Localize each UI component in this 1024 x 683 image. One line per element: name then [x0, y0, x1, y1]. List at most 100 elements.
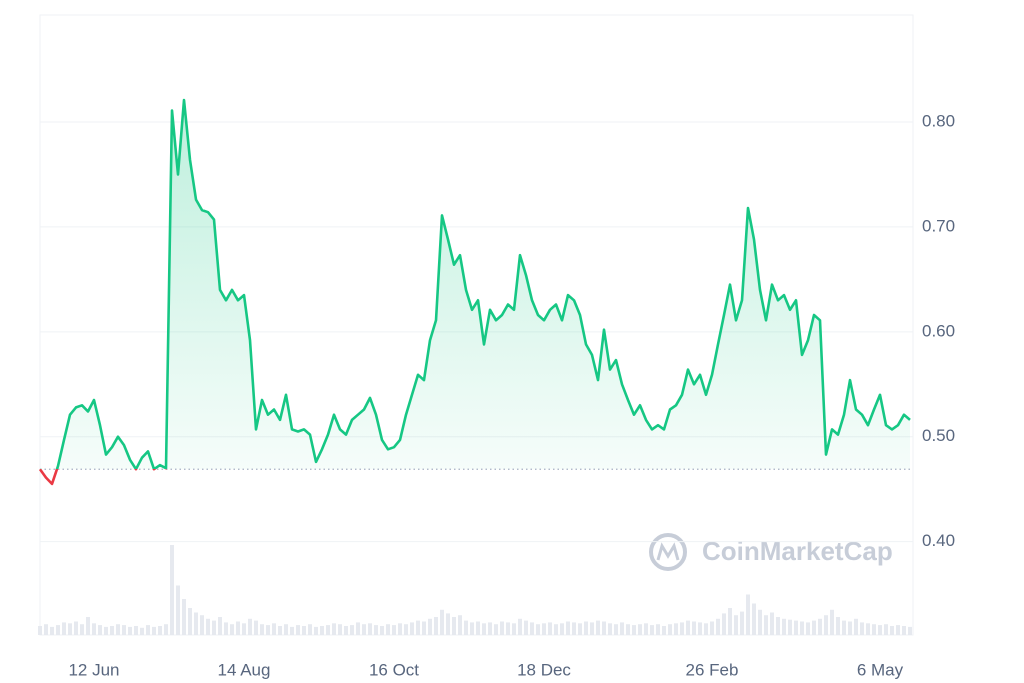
- volume-bar: [872, 624, 876, 635]
- volume-bar: [92, 623, 96, 635]
- volume-bar: [602, 621, 606, 635]
- x-tick-label: 6 May: [857, 660, 904, 679]
- volume-bar: [428, 618, 432, 635]
- volume-bar: [716, 618, 720, 635]
- volume-bar: [806, 622, 810, 635]
- volume-bar: [854, 618, 858, 635]
- volume-bar: [206, 618, 210, 635]
- volume-bar: [842, 620, 846, 635]
- volume-bar: [290, 626, 294, 635]
- volume-bar: [536, 624, 540, 635]
- volume-bar: [146, 625, 150, 635]
- volume-bar: [710, 621, 714, 635]
- volume-bar: [98, 625, 102, 635]
- x-tick-label: 12 Jun: [68, 660, 119, 679]
- volume-bar: [644, 623, 648, 635]
- volume-bar: [416, 620, 420, 635]
- volume-bar: [902, 626, 906, 635]
- volume-bar: [128, 626, 132, 635]
- volume-bar: [686, 620, 690, 635]
- volume-bar: [242, 623, 246, 635]
- volume-bar: [278, 626, 282, 635]
- volume-bar: [230, 624, 234, 635]
- volume-bar: [326, 625, 330, 635]
- volume-bar: [734, 615, 738, 635]
- volume-bar: [680, 622, 684, 635]
- x-tick-label: 14 Aug: [218, 660, 271, 679]
- volume-bar: [692, 621, 696, 635]
- watermark: CoinMarketCap: [649, 533, 893, 571]
- volume-bar: [212, 620, 216, 635]
- volume-bar: [398, 623, 402, 635]
- volume-bar: [506, 622, 510, 635]
- volume-bar: [458, 615, 462, 635]
- volume-bar: [194, 612, 198, 635]
- volume-bar: [260, 624, 264, 635]
- volume-bar: [38, 626, 42, 635]
- volume-bar: [392, 625, 396, 635]
- volume-bar: [332, 623, 336, 635]
- volume-bar: [350, 625, 354, 635]
- volume-bar: [878, 625, 882, 635]
- volume-bar: [56, 625, 60, 635]
- volume-bar: [248, 618, 252, 635]
- volume-bar: [368, 623, 372, 635]
- volume-bar: [86, 617, 90, 635]
- volume-bar: [740, 611, 744, 635]
- volume-bar: [764, 615, 768, 635]
- volume-bar: [794, 620, 798, 635]
- volume-bar: [614, 624, 618, 635]
- volume-bar: [776, 617, 780, 635]
- volume-bar: [608, 623, 612, 635]
- volume-bar: [482, 623, 486, 635]
- volume-bar: [530, 622, 534, 635]
- volume-bar: [74, 621, 78, 635]
- volume-bar: [362, 624, 366, 635]
- volume-bar: [488, 622, 492, 635]
- volume-bar: [440, 609, 444, 635]
- y-tick-label: 0.60: [922, 321, 955, 340]
- volume-bar: [44, 624, 48, 635]
- volume-bar: [470, 622, 474, 635]
- volume-bar: [782, 618, 786, 635]
- price-area: [40, 100, 910, 470]
- volume-bar: [512, 623, 516, 635]
- volume-bar: [674, 623, 678, 635]
- volume-bar: [320, 626, 324, 635]
- volume-bar: [140, 627, 144, 635]
- volume-bar: [698, 622, 702, 635]
- volume-bar: [344, 626, 348, 635]
- volume-bar: [590, 622, 594, 635]
- volume-bar: [746, 594, 750, 635]
- volume-bar: [218, 617, 222, 635]
- volume-bar: [272, 623, 276, 635]
- watermark-text: CoinMarketCap: [702, 536, 893, 566]
- volume-bar: [182, 599, 186, 635]
- volume-bar: [386, 624, 390, 635]
- volume-bar: [866, 623, 870, 635]
- volume-bar: [788, 619, 792, 635]
- volume-bar: [566, 621, 570, 635]
- volume-bar: [860, 622, 864, 635]
- volume-bar: [338, 624, 342, 635]
- volume-bar: [68, 623, 72, 635]
- volume-bar: [200, 615, 204, 635]
- volume-bar: [722, 613, 726, 635]
- y-tick-label: 0.50: [922, 426, 955, 445]
- volume-bar: [404, 624, 408, 635]
- volume-bar: [830, 609, 834, 635]
- volume-bar: [452, 617, 456, 635]
- volume-bar: [818, 618, 822, 635]
- volume-bar: [434, 617, 438, 635]
- volume-bar: [638, 624, 642, 635]
- volume-bar: [476, 621, 480, 635]
- volume-bar: [596, 620, 600, 635]
- volume-bar: [116, 624, 120, 635]
- volume-bar: [152, 626, 156, 635]
- volume-bar: [122, 625, 126, 635]
- volume-bar: [758, 609, 762, 635]
- volume-bar: [632, 625, 636, 635]
- volume-bar: [554, 624, 558, 635]
- volume-bar: [176, 585, 180, 635]
- volume-bar: [626, 624, 630, 635]
